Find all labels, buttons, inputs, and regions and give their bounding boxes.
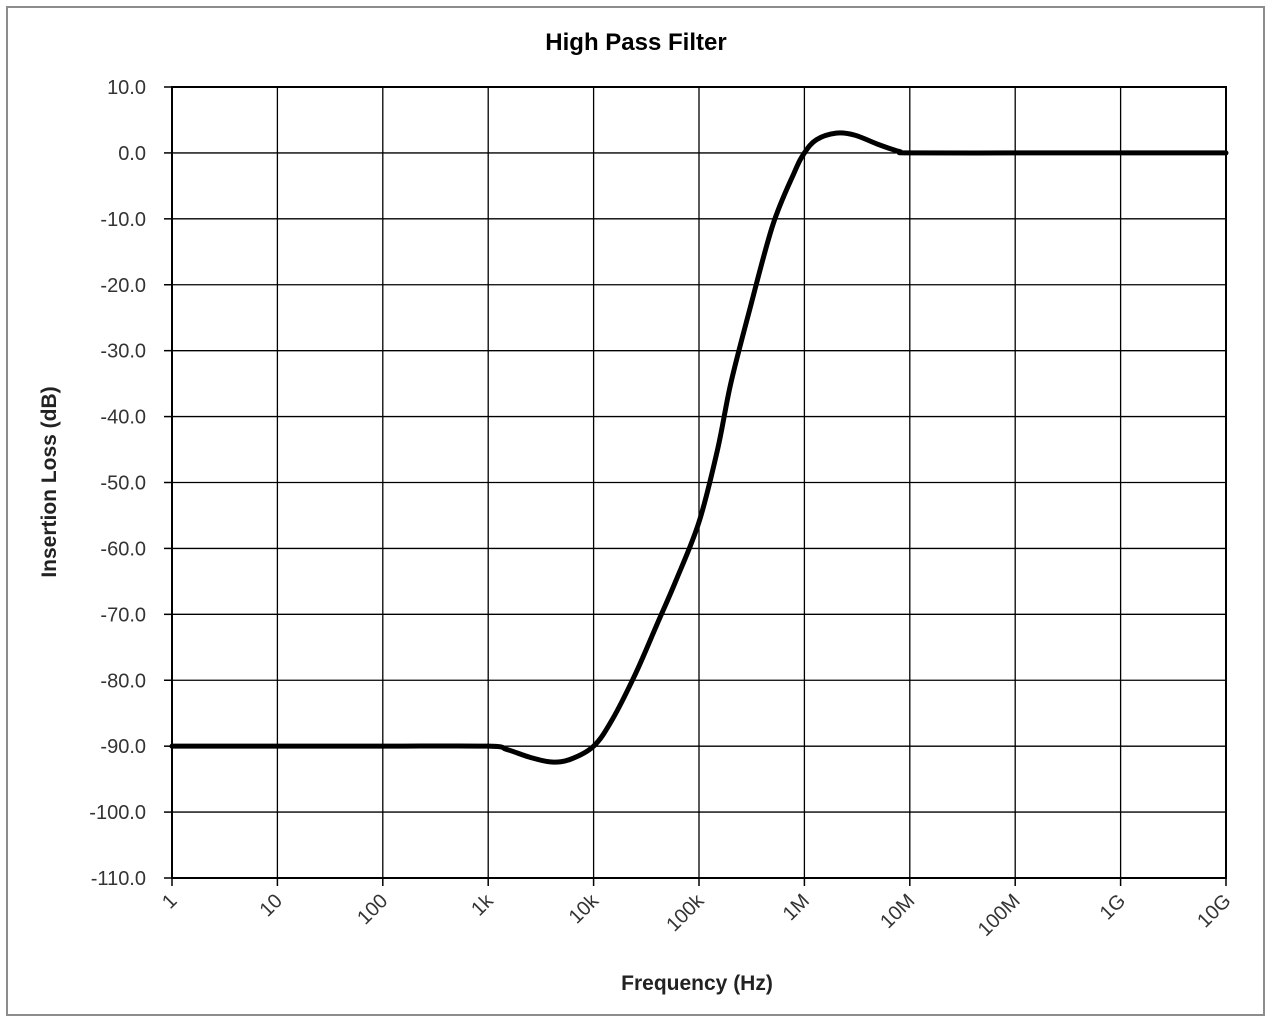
x-axis-title: Frequency (Hz) xyxy=(621,972,773,995)
x-tick-label: 100M xyxy=(974,890,1025,941)
y-axis-title: Insertion Loss (dB) xyxy=(38,386,61,577)
y-tick-labels: 10.0 0.0 -10.0 -20.0 -30.0 -40.0 -50.0 -60.0 -70… xyxy=(89,77,146,890)
y-tick-label: -50.0 xyxy=(100,473,146,495)
y-tick-label: -90.0 xyxy=(100,736,146,758)
grid xyxy=(164,86,1227,886)
x-tick-labels: 1 10 100 1k 10k 100k 1M 10M 100M 1G 10G xyxy=(158,889,1235,941)
x-tick-label: 10k xyxy=(565,889,604,928)
y-tick-label: -30.0 xyxy=(100,341,146,363)
y-tick-label: -80.0 xyxy=(100,670,146,692)
series-line-0 xyxy=(169,130,1229,765)
y-tick-label: 0.0 xyxy=(118,143,146,165)
x-tick-label: 1k xyxy=(467,889,498,920)
y-tick-label: -20.0 xyxy=(100,275,146,297)
x-tick-label: 10 xyxy=(256,890,287,921)
x-tick-label: 1M xyxy=(779,890,814,925)
x-tick-label: 100k xyxy=(662,889,709,936)
plot-area xyxy=(171,86,1227,879)
chart-title: High Pass Filter xyxy=(545,29,726,56)
y-tick-label: -60.0 xyxy=(100,538,146,560)
x-tick-label: 10M xyxy=(876,890,919,933)
y-tick-label: -100.0 xyxy=(89,802,146,824)
x-tick-label: 100 xyxy=(353,890,392,929)
x-tick-label: 1 xyxy=(158,890,181,913)
y-tick-label: 10.0 xyxy=(107,77,146,99)
chart-frame xyxy=(6,6,1265,1016)
y-tick-label: -110.0 xyxy=(91,868,146,890)
x-tick-label: 10G xyxy=(1193,890,1235,932)
x-tick-label: 1G xyxy=(1096,890,1130,924)
y-tick-label: -40.0 xyxy=(100,407,146,429)
y-tick-label: -70.0 xyxy=(100,604,146,626)
series-layer xyxy=(169,130,1229,765)
y-tick-label: -10.0 xyxy=(100,209,146,231)
